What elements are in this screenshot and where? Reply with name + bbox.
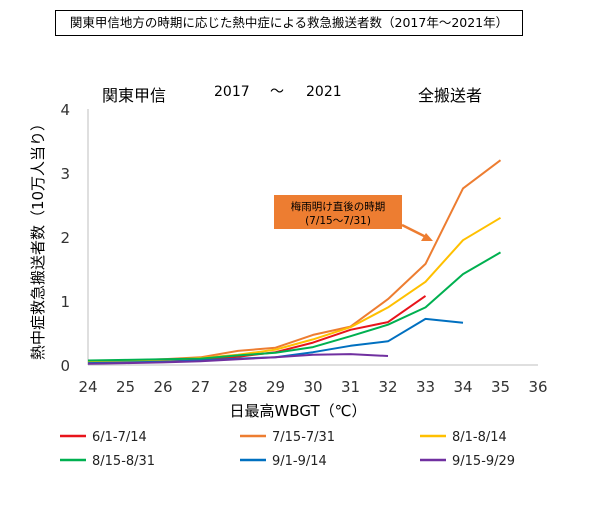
- annotation-line1: 梅雨明け直後の時期: [291, 200, 386, 213]
- legend-label: 6/1-7/14: [92, 430, 147, 445]
- x-tick-label: 24: [78, 378, 97, 396]
- x-tick-label: 36: [528, 378, 547, 396]
- x-tick-label: 28: [228, 378, 247, 396]
- y-tick-label: 2: [60, 229, 70, 247]
- x-tick-label: 34: [453, 378, 472, 396]
- y-axis-label: 熱中症救急搬送者数（10万人当り）: [29, 116, 47, 360]
- y-tick-label: 4: [60, 101, 70, 119]
- annotation-line2: (7/15～7/31): [305, 215, 371, 227]
- region-label: 関東甲信: [102, 86, 166, 105]
- year-from-label: 2017: [214, 84, 250, 100]
- annotation-arrow: [401, 223, 429, 240]
- x-tick-label: 30: [303, 378, 322, 396]
- chart-title: 関東甲信地方の時期に応じた熱中症による救急搬送者数（2017年～2021年）: [55, 10, 523, 36]
- y-tick-label: 0: [60, 357, 70, 375]
- x-tick-label: 27: [191, 378, 210, 396]
- year-to-label: 2021: [306, 84, 342, 100]
- legend-label: 8/15-8/31: [92, 454, 155, 469]
- category-label: 全搬送者: [418, 86, 482, 105]
- annotation-arrowhead: [421, 233, 433, 241]
- x-tick-label: 33: [416, 378, 435, 396]
- series-line-6: [87, 353, 389, 365]
- y-tick-label: 1: [60, 293, 70, 311]
- x-tick-label: 26: [153, 378, 172, 396]
- x-tick-label: 31: [341, 378, 360, 396]
- x-axis-label: 日最高WBGT（℃）: [230, 402, 367, 420]
- legend-label: 9/15-9/29: [452, 454, 515, 469]
- x-tick-label: 29: [266, 378, 285, 396]
- legend-label: 8/1-8/14: [452, 430, 507, 445]
- annotation-box: [274, 195, 402, 229]
- x-tick-label: 25: [116, 378, 135, 396]
- series-line-2: [87, 159, 502, 363]
- y-tick-label: 3: [60, 165, 70, 183]
- x-tick-label: 35: [491, 378, 510, 396]
- series-line-4: [87, 251, 502, 362]
- legend-label: 7/15-7/31: [272, 430, 335, 445]
- legend-label: 9/1-9/14: [272, 454, 327, 469]
- year-tilde-label: ～: [270, 84, 284, 100]
- legend: 6/1-7/14 7/15-7/31 8/1-8/14 8/15-8/31 9/1-9/…: [60, 430, 515, 469]
- x-tick-label: 32: [378, 378, 397, 396]
